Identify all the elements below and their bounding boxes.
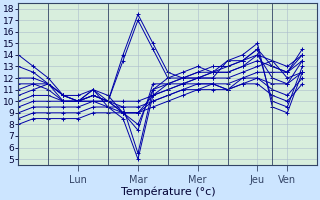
X-axis label: Température (°c): Température (°c) [121, 187, 215, 197]
